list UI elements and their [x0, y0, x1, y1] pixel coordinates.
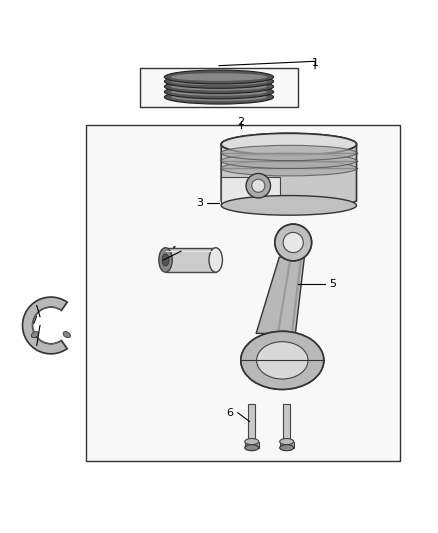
Ellipse shape	[280, 439, 293, 445]
Ellipse shape	[275, 224, 311, 261]
Text: 7: 7	[30, 316, 37, 326]
Text: 4: 4	[170, 246, 177, 256]
Ellipse shape	[252, 341, 259, 351]
Text: 1: 1	[311, 59, 318, 68]
Bar	[283, 404, 290, 442]
Ellipse shape	[164, 70, 274, 84]
Text: 2: 2	[237, 117, 244, 127]
Text: 3: 3	[196, 198, 203, 208]
Ellipse shape	[257, 342, 308, 379]
Ellipse shape	[164, 75, 274, 88]
Polygon shape	[256, 257, 304, 334]
Ellipse shape	[221, 196, 357, 215]
Ellipse shape	[241, 332, 324, 390]
Ellipse shape	[306, 341, 313, 351]
Ellipse shape	[171, 77, 267, 85]
Ellipse shape	[209, 248, 223, 272]
Ellipse shape	[257, 342, 308, 379]
Ellipse shape	[171, 88, 267, 96]
Ellipse shape	[221, 146, 357, 160]
Ellipse shape	[171, 93, 267, 101]
Ellipse shape	[280, 445, 293, 451]
Ellipse shape	[245, 445, 259, 451]
Ellipse shape	[245, 439, 259, 445]
Ellipse shape	[162, 254, 169, 266]
Text: 5: 5	[329, 279, 336, 289]
Ellipse shape	[164, 79, 274, 94]
Ellipse shape	[32, 332, 39, 337]
Ellipse shape	[283, 232, 303, 253]
Ellipse shape	[164, 85, 274, 99]
Bar	[86, 125, 400, 461]
Ellipse shape	[221, 160, 357, 176]
Bar	[248, 404, 255, 442]
Ellipse shape	[221, 153, 357, 168]
Wedge shape	[22, 297, 67, 354]
Text: 6: 6	[226, 408, 233, 418]
Bar	[141, 68, 297, 107]
Ellipse shape	[171, 83, 267, 91]
Polygon shape	[221, 177, 280, 205]
Ellipse shape	[283, 232, 303, 253]
Ellipse shape	[221, 133, 357, 155]
Ellipse shape	[246, 174, 271, 198]
Ellipse shape	[241, 332, 324, 390]
Ellipse shape	[221, 133, 357, 155]
Bar	[280, 441, 293, 448]
Polygon shape	[221, 144, 357, 205]
Ellipse shape	[171, 73, 267, 81]
Ellipse shape	[63, 332, 71, 337]
Ellipse shape	[252, 179, 265, 192]
Ellipse shape	[159, 248, 172, 272]
Bar	[166, 248, 216, 272]
Ellipse shape	[275, 224, 311, 261]
Ellipse shape	[164, 90, 274, 104]
Bar	[245, 441, 259, 448]
